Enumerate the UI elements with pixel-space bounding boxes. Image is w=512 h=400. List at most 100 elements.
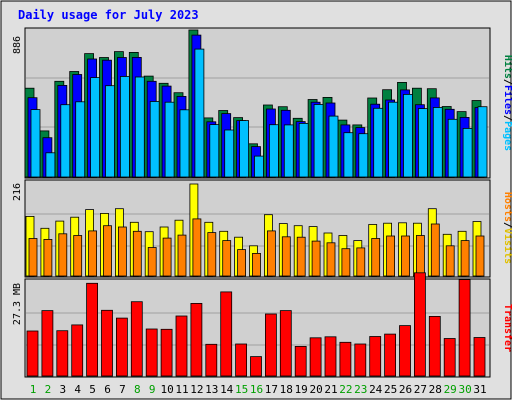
pages-bar-pages-day-15 bbox=[239, 120, 250, 178]
transfer-bar-transfer-day-1 bbox=[26, 330, 39, 377]
visits-bar-hosts-day-5 bbox=[88, 230, 97, 277]
day-label-26: 26 bbox=[399, 383, 412, 396]
day-label-11: 11 bbox=[175, 383, 188, 396]
transfer-bar-transfer-day-5 bbox=[86, 282, 98, 377]
visits-bar-hosts-day-31 bbox=[475, 235, 485, 277]
visits-bar-hosts-day-26 bbox=[401, 235, 410, 277]
day-label-2: 2 bbox=[45, 383, 52, 396]
pages-max-label: 886 bbox=[12, 36, 23, 54]
transfer-bar-transfer-day-12 bbox=[190, 302, 203, 377]
day-label-14: 14 bbox=[220, 383, 234, 396]
hits-legend: Hits bbox=[502, 55, 512, 79]
day-label-8: 8 bbox=[134, 383, 141, 396]
transfer-bar-transfer-day-8 bbox=[130, 301, 143, 377]
day-label-27: 27 bbox=[414, 383, 427, 396]
transfer-bar-transfer-day-25 bbox=[384, 333, 397, 377]
day-label-18: 18 bbox=[280, 383, 293, 396]
day-label-4: 4 bbox=[74, 383, 81, 396]
pages-axis-label: Hits/Files/Pages bbox=[502, 55, 512, 151]
pages-bar-pages-day-29 bbox=[447, 118, 458, 178]
transfer-bar-transfer-day-22 bbox=[339, 341, 352, 377]
day-label-30: 30 bbox=[458, 383, 471, 396]
day-label-5: 5 bbox=[89, 383, 96, 396]
visits-bar-hosts-day-11 bbox=[177, 234, 187, 277]
transfer-bar-transfer-day-23 bbox=[354, 343, 367, 377]
visits-bar-hosts-day-9 bbox=[147, 247, 157, 277]
visits-bar-hosts-day-17 bbox=[266, 230, 276, 277]
pages-bar-pages-day-24 bbox=[373, 107, 384, 178]
pages-bar-pages-day-9 bbox=[149, 101, 160, 178]
pages-bar-pages-day-14 bbox=[224, 129, 235, 178]
pages-bar-pages-day-1 bbox=[30, 109, 41, 178]
day-label-23: 23 bbox=[354, 383, 367, 396]
visits-max-label: 216 bbox=[12, 183, 23, 201]
visits-bar-hosts-day-7 bbox=[118, 226, 127, 277]
transfer-bar-transfer-day-24 bbox=[369, 336, 382, 377]
pages-bar-pages-day-17 bbox=[268, 124, 279, 178]
day-label-22: 22 bbox=[339, 383, 352, 396]
transfer-bar-transfer-day-14 bbox=[220, 291, 233, 377]
transfer-max-label: 27.3 MB bbox=[12, 283, 23, 325]
transfer-bar-transfer-day-2 bbox=[41, 310, 54, 377]
day-label-29: 29 bbox=[444, 383, 457, 396]
transfer-bar-transfer-day-29 bbox=[443, 338, 456, 377]
day-label-19: 19 bbox=[295, 383, 308, 396]
visits-bar-hosts-day-18 bbox=[281, 236, 291, 277]
transfer-legend: Transfer bbox=[502, 304, 512, 352]
pages-bar-pages-day-8 bbox=[134, 76, 145, 178]
visits-bar-hosts-day-16 bbox=[252, 252, 261, 277]
day-label-13: 13 bbox=[205, 383, 218, 396]
transfer-bar-transfer-day-9 bbox=[145, 328, 158, 377]
visits-bar-hosts-day-25 bbox=[386, 235, 396, 277]
visits-bar-hosts-day-8 bbox=[132, 230, 142, 277]
pages-bar-pages-day-21 bbox=[328, 115, 339, 178]
visits-bar-hosts-day-23 bbox=[356, 247, 366, 277]
transfer-bar-transfer-day-3 bbox=[56, 330, 69, 377]
pages-bar-pages-day-11 bbox=[179, 109, 190, 178]
visits-bar-hosts-day-24 bbox=[371, 238, 381, 277]
pages-bar-pages-day-2 bbox=[45, 152, 56, 178]
day-label-20: 20 bbox=[309, 383, 322, 396]
visits-legend: Visits bbox=[502, 228, 512, 264]
visits-axis-label: Hosts/Visits bbox=[502, 192, 512, 264]
visits-bar-hosts-day-3 bbox=[58, 233, 68, 277]
transfer-bar-transfer-day-13 bbox=[205, 343, 218, 377]
day-label-1: 1 bbox=[30, 383, 37, 396]
visits-bar-hosts-day-1 bbox=[28, 238, 38, 277]
x-axis-day-labels: 1 2 3 4 5 6 7 8 9 10 11 12 13 14 15 16 17 18 19 20 21 22 23 24 2… bbox=[30, 383, 487, 396]
pages-bar-pages-day-13 bbox=[209, 124, 220, 178]
pages-bar-pages-day-10 bbox=[164, 101, 175, 178]
day-label-7: 7 bbox=[119, 383, 126, 396]
transfer-bar-transfer-day-31 bbox=[473, 337, 486, 377]
day-label-28: 28 bbox=[429, 383, 442, 396]
pages-bar-pages-day-6 bbox=[105, 85, 115, 178]
visits-bar-hosts-day-21 bbox=[326, 242, 336, 277]
transfer-bar-transfer-day-28 bbox=[428, 315, 441, 377]
visits-bar-hosts-day-19 bbox=[296, 236, 306, 277]
visits-bar-hosts-day-29 bbox=[445, 245, 455, 277]
day-label-10: 10 bbox=[160, 383, 173, 396]
transfer-bar-transfer-day-16 bbox=[250, 356, 262, 377]
transfer-bar-transfer-day-6 bbox=[101, 309, 113, 377]
pages-bar-pages-day-19 bbox=[298, 123, 309, 178]
visits-bar-hosts-day-13 bbox=[207, 232, 217, 277]
bars bbox=[24, 29, 488, 377]
pages-bar-pages-day-25 bbox=[388, 101, 399, 178]
visits-bar-hosts-day-27 bbox=[415, 235, 425, 277]
pages-legend: Pages bbox=[502, 121, 512, 151]
pages-bar-pages-day-7 bbox=[120, 76, 130, 178]
visits-bar-hosts-day-6 bbox=[103, 225, 112, 277]
pages-bar-pages-day-27 bbox=[417, 108, 428, 178]
visits-bar-hosts-day-15 bbox=[237, 249, 247, 277]
visits-bar-hosts-day-28 bbox=[430, 223, 440, 277]
pages-bar-pages-day-18 bbox=[283, 124, 294, 178]
transfer-bar-transfer-day-10 bbox=[160, 328, 173, 377]
pages-bar-pages-day-23 bbox=[358, 133, 369, 178]
transfer-bar-transfer-day-4 bbox=[71, 324, 84, 377]
transfer-bar-transfer-day-11 bbox=[175, 315, 188, 377]
visits-bar-hosts-day-20 bbox=[311, 240, 321, 277]
hosts-legend: Hosts bbox=[502, 192, 512, 222]
day-label-16: 16 bbox=[250, 383, 263, 396]
pages-bar-pages-day-12 bbox=[194, 48, 205, 178]
